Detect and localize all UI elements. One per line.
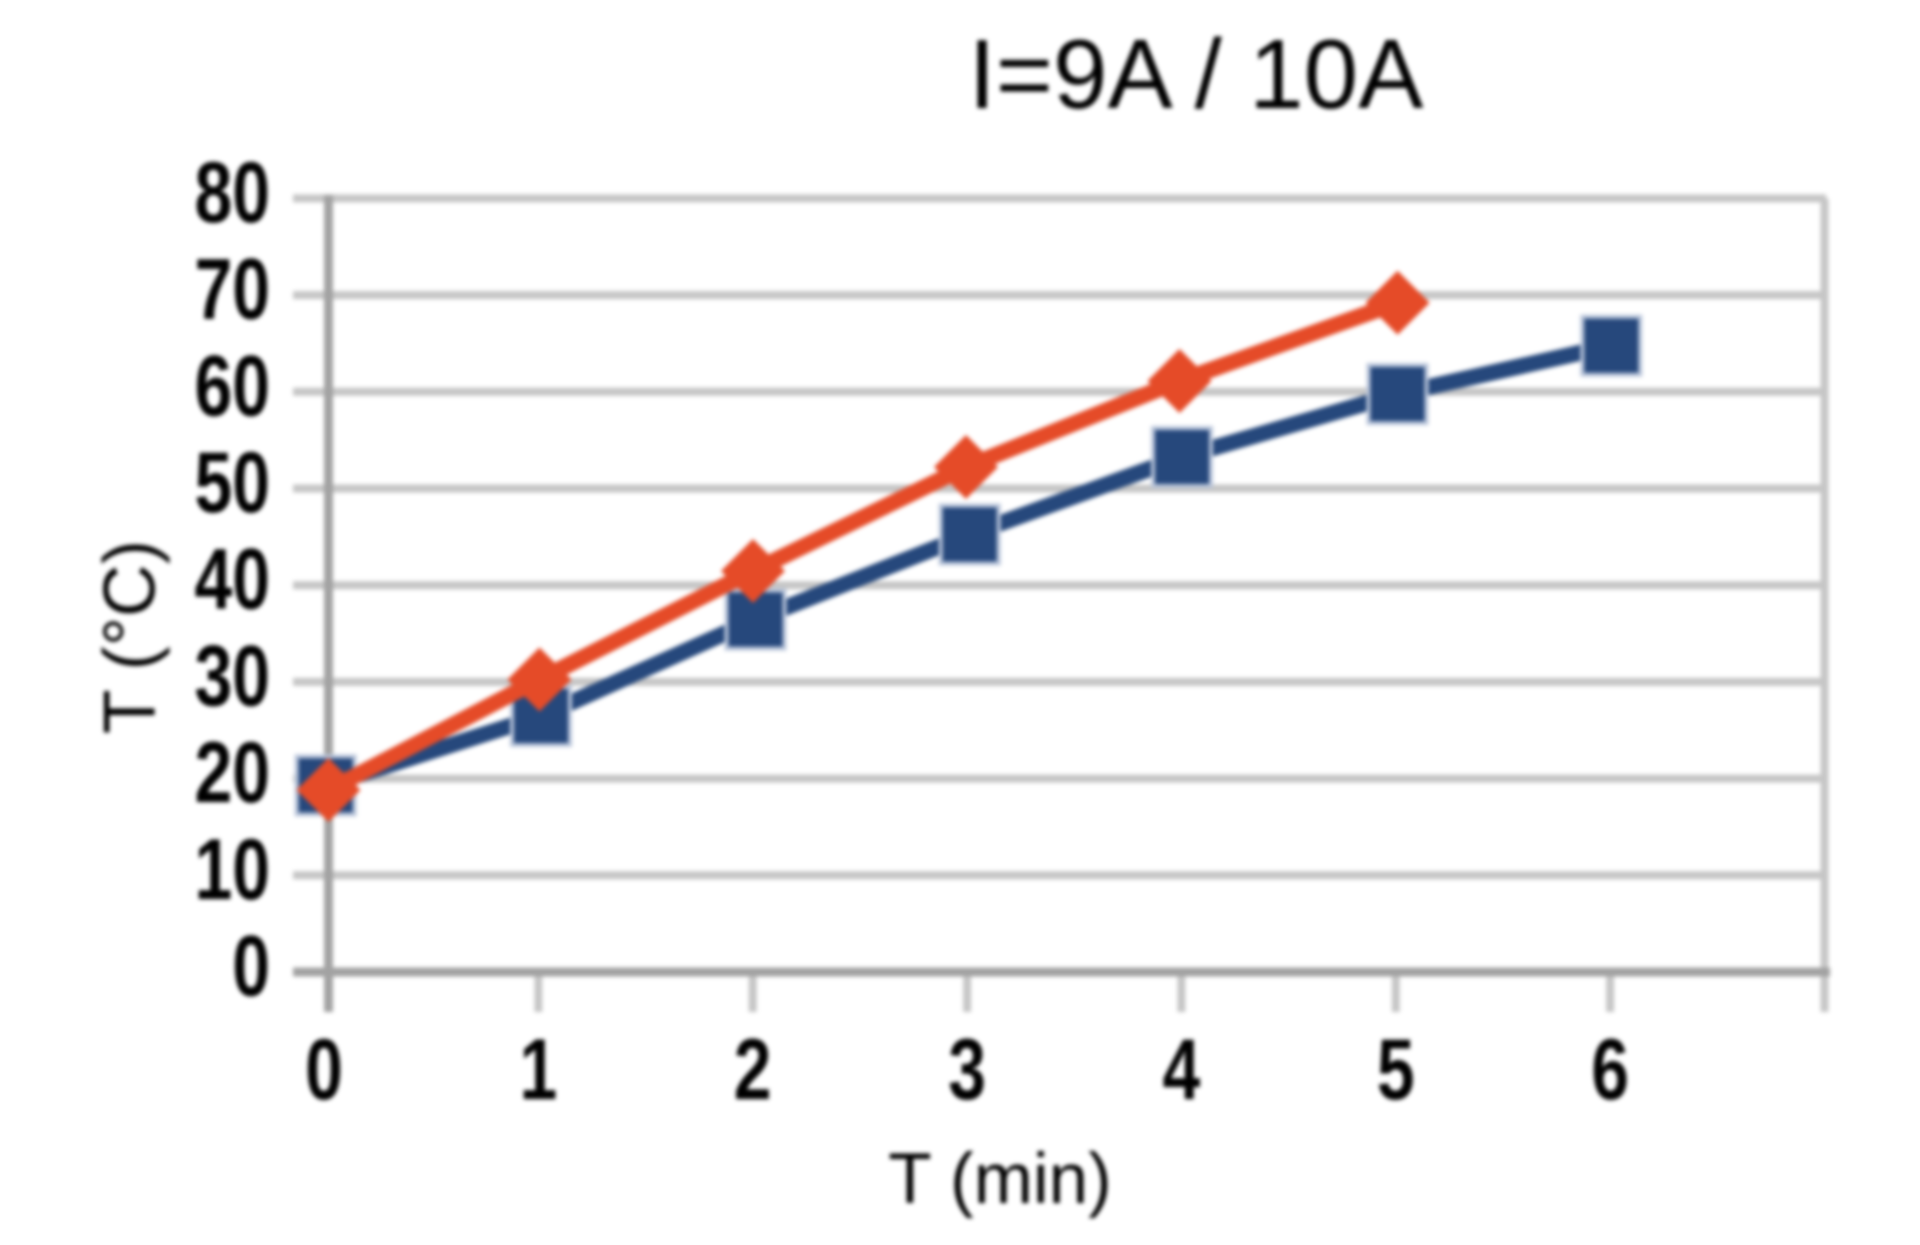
svg-text:5: 5 — [1377, 1022, 1415, 1117]
svg-text:I=9A / 10A: I=9A / 10A — [969, 19, 1425, 129]
svg-text:70: 70 — [194, 242, 270, 337]
svg-text:0: 0 — [232, 919, 270, 1014]
svg-text:30: 30 — [194, 629, 270, 724]
svg-text:3: 3 — [948, 1022, 986, 1117]
svg-text:50: 50 — [194, 435, 270, 530]
svg-text:T (°C): T (°C) — [90, 540, 171, 734]
svg-text:4: 4 — [1163, 1022, 1201, 1117]
svg-text:0: 0 — [305, 1022, 343, 1117]
svg-text:T (min): T (min) — [888, 1140, 1112, 1219]
svg-text:10: 10 — [194, 822, 270, 917]
svg-text:6: 6 — [1591, 1022, 1629, 1117]
svg-text:2: 2 — [734, 1022, 772, 1117]
svg-text:20: 20 — [194, 726, 270, 821]
svg-text:40: 40 — [194, 532, 270, 627]
svg-text:1: 1 — [520, 1022, 558, 1117]
svg-text:60: 60 — [194, 339, 270, 434]
svg-text:80: 80 — [194, 145, 270, 240]
